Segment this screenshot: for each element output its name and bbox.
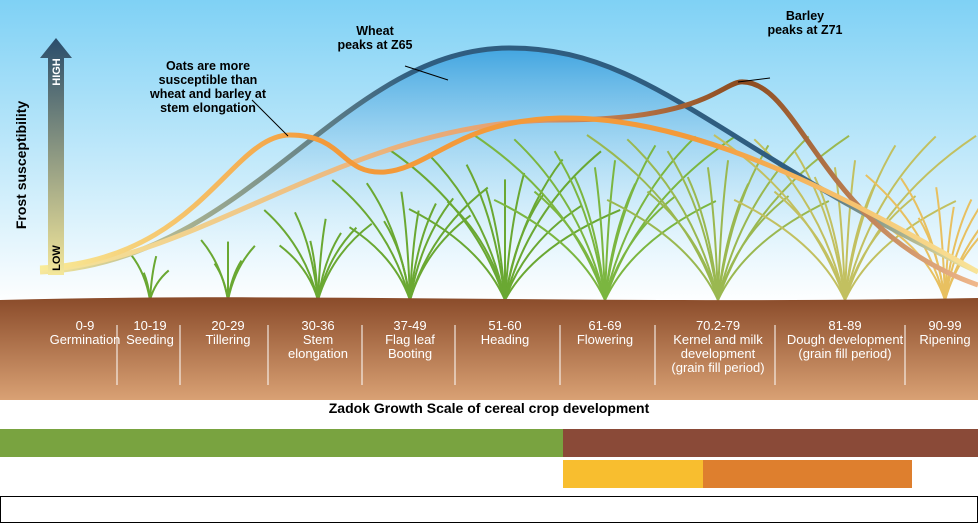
annotation: Barley	[786, 9, 824, 23]
axis-low: LOW	[51, 245, 63, 271]
grain-fill-bar	[703, 460, 912, 488]
annotation: susceptible than	[159, 73, 258, 87]
vegetative-bar	[0, 429, 563, 457]
stage-code: 20-29	[211, 318, 244, 333]
axis-high: HIGH	[51, 58, 63, 86]
stage-code: 30-36	[301, 318, 334, 333]
stage-code: 0-9	[76, 318, 95, 333]
stage-label: Dough development	[787, 332, 904, 347]
stage-label: elongation	[288, 346, 348, 361]
stage-label: Seeding	[126, 332, 174, 347]
infographic: Frost susceptibility HIGH LOW Oats are more…	[0, 0, 978, 523]
annotation: Wheat	[356, 24, 394, 38]
stage-code: 90-99	[928, 318, 961, 333]
stage-code: 61-69	[588, 318, 621, 333]
stage-code: 81-89	[828, 318, 861, 333]
annotation: peaks at Z71	[767, 23, 842, 37]
annotation: peaks at Z65	[337, 38, 412, 52]
stage-label: Germination	[50, 332, 121, 347]
flowering-bar	[563, 460, 703, 488]
annotation: Oats are more	[166, 59, 250, 73]
scale-title: Zadok Growth Scale of cereal crop develo…	[329, 400, 650, 416]
stage-code: 10-19	[133, 318, 166, 333]
stage-code: 70.2-79	[696, 318, 740, 333]
annotation: stem elongation	[160, 101, 256, 115]
stage-label: Heading	[481, 332, 529, 347]
reproductive-bar	[563, 429, 978, 457]
annotation: wheat and barley at	[149, 87, 267, 101]
axis-label: Frost susceptibility	[13, 101, 29, 230]
stage-label: Tillering	[205, 332, 250, 347]
month-row	[1, 497, 978, 523]
stage-label: Ripening	[919, 332, 970, 347]
stage-label: (grain fill period)	[798, 346, 891, 361]
stage-code: 37-49	[393, 318, 426, 333]
stage-label: Flag leaf	[385, 332, 435, 347]
stage-label: development	[681, 346, 756, 361]
stage-label: Flowering	[577, 332, 633, 347]
stage-label: Stem	[303, 332, 333, 347]
stage-code: 51-60	[488, 318, 521, 333]
stage-label: Kernel and milk	[673, 332, 763, 347]
stage-label: Booting	[388, 346, 432, 361]
stage-label: (grain fill period)	[671, 360, 764, 375]
